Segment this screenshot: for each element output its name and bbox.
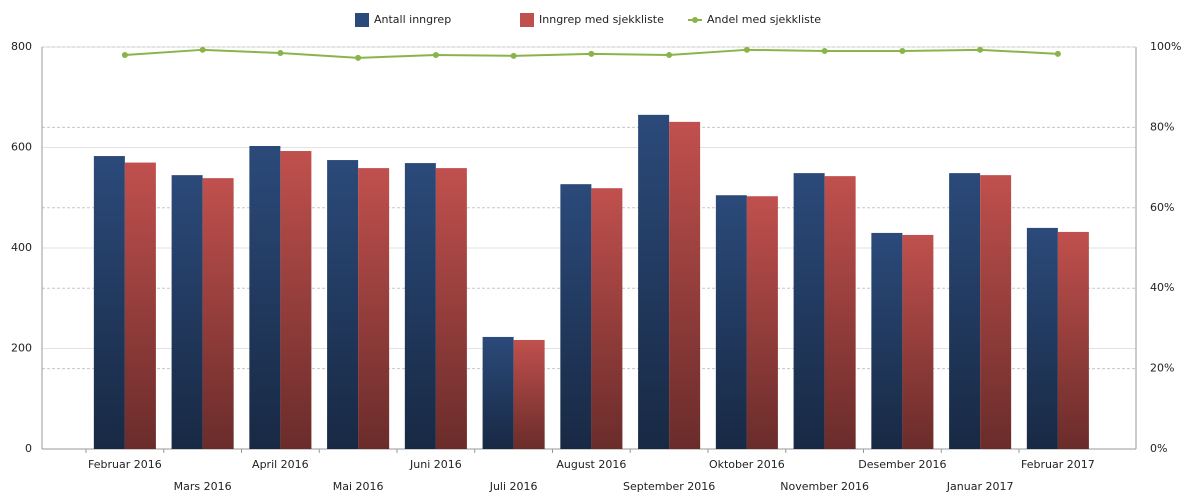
- y-tick-label: 600: [11, 141, 32, 154]
- bar-shade: [560, 184, 592, 449]
- bar-shade: [513, 339, 545, 449]
- x-tick-label: Desember 2016: [858, 458, 946, 471]
- bar-shade: [435, 168, 467, 450]
- bar-shade: [746, 196, 778, 449]
- legend-swatch: [692, 17, 698, 23]
- bar-shade: [327, 160, 359, 449]
- x-tick-label: Februar 2017: [1021, 458, 1095, 471]
- bar-shade: [824, 176, 856, 449]
- x-tick-label: Februar 2016: [88, 458, 162, 471]
- bar-shade: [902, 234, 934, 449]
- bar-shade: [949, 173, 981, 449]
- legend-label: Andel med sjekkliste: [707, 13, 821, 26]
- point: [666, 52, 673, 59]
- x-tick-label: Oktober 2016: [709, 458, 785, 471]
- point: [1054, 50, 1061, 57]
- y2-tick-label: 40%: [1150, 281, 1174, 294]
- x-tick-label: August 2016: [556, 458, 626, 471]
- y-tick-label: 800: [11, 40, 32, 53]
- y2-tick-label: 20%: [1150, 362, 1174, 375]
- y2-tick-label: 60%: [1150, 201, 1174, 214]
- point: [899, 48, 906, 55]
- x-tick-label: Mars 2016: [174, 480, 232, 492]
- point: [277, 50, 284, 57]
- point: [432, 52, 439, 59]
- bar-shade: [124, 162, 156, 449]
- y2-tick-label: 0%: [1150, 442, 1167, 455]
- bar-shade: [793, 173, 825, 449]
- legend-swatch: [355, 13, 369, 27]
- bar-shade: [404, 163, 436, 449]
- bar-shade: [980, 175, 1012, 449]
- point: [510, 52, 517, 59]
- x-tick-label: Mai 2016: [333, 480, 384, 492]
- x-tick-label: Juni 2016: [409, 458, 462, 471]
- x-tick-label: April 2016: [252, 458, 309, 471]
- bar-shade: [358, 168, 390, 450]
- bar-shade: [715, 195, 747, 449]
- x-tick-label: November 2016: [780, 480, 869, 492]
- bar-shade: [669, 121, 701, 449]
- bar-shade: [638, 114, 670, 450]
- x-tick-label: Januar 2017: [946, 480, 1014, 492]
- bar-shade: [1026, 227, 1058, 449]
- y-tick-label: 400: [11, 241, 32, 254]
- y2-tick-label: 80%: [1150, 120, 1174, 133]
- point: [121, 52, 128, 59]
- y-tick-label: 200: [11, 342, 32, 355]
- point: [199, 46, 206, 53]
- x-tick-label: Juli 2016: [489, 480, 538, 492]
- bar-shade: [171, 175, 203, 449]
- point: [588, 50, 595, 57]
- y2-tick-label: 100%: [1150, 40, 1181, 53]
- x-tick-label: September 2016: [623, 480, 715, 492]
- point: [977, 46, 984, 53]
- bar-shade: [591, 188, 623, 449]
- bar-shade: [1057, 231, 1089, 449]
- bar-shade: [249, 145, 281, 449]
- y-tick-label: 0: [25, 442, 32, 455]
- legend-label: Antall inngrep: [374, 13, 451, 26]
- bar-shade: [871, 232, 903, 449]
- legend-swatch: [520, 13, 534, 27]
- bar-shade: [482, 336, 514, 449]
- point: [355, 54, 362, 61]
- bar-shade: [280, 151, 312, 449]
- bar-shade: [202, 178, 234, 449]
- bar-shade: [93, 156, 125, 450]
- legend-label: Inngrep med sjekkliste: [539, 13, 664, 26]
- point: [821, 48, 828, 55]
- point: [743, 46, 750, 53]
